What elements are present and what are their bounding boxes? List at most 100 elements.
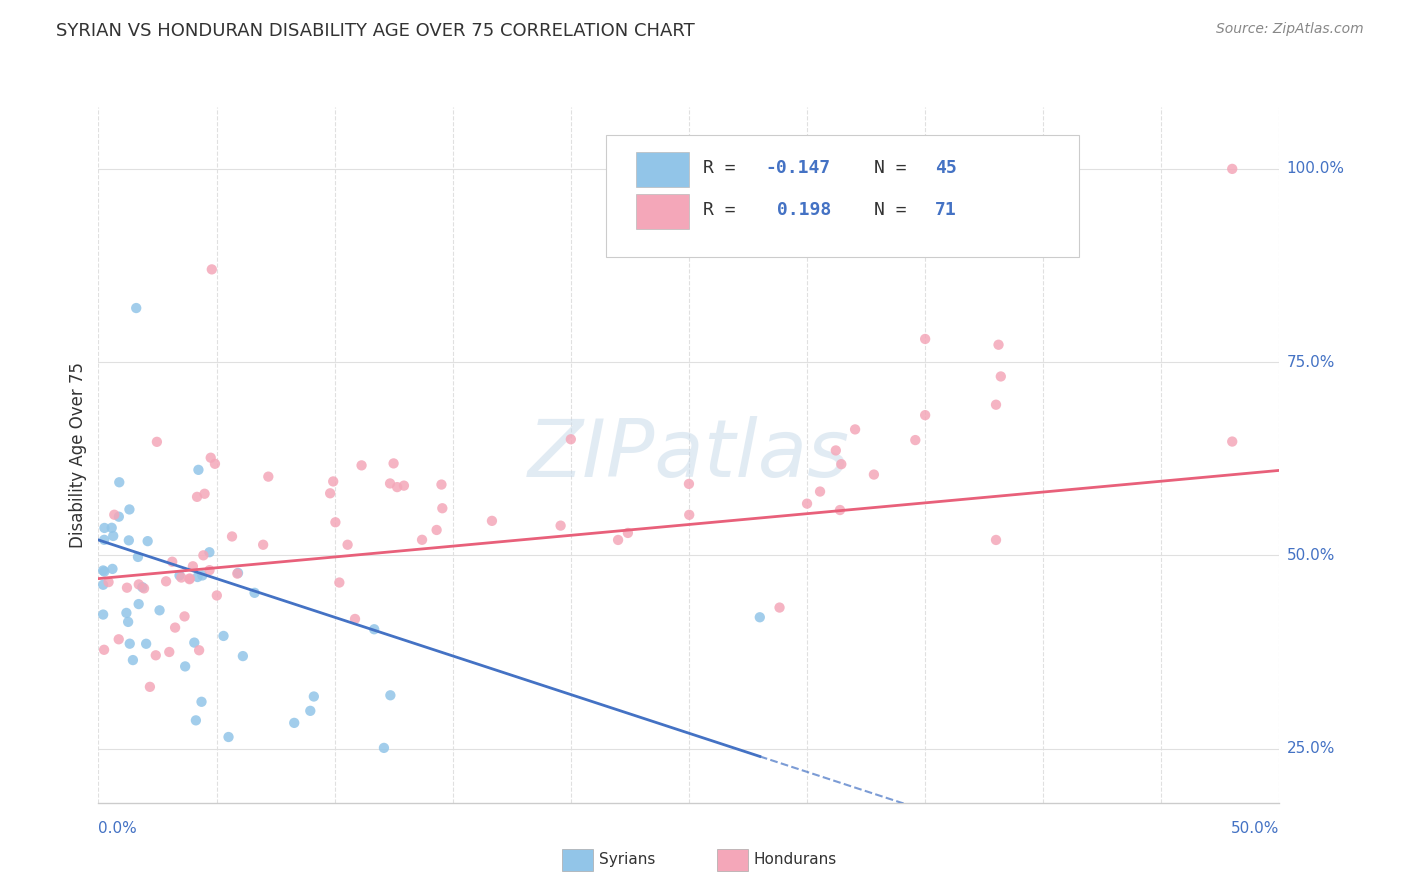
Point — [93, 533, 115, 547]
Point — [135, 637, 157, 651]
Text: Syrians: Syrians — [599, 853, 655, 867]
Point — [115, 581, 138, 595]
Point — [186, 570, 208, 584]
Point — [481, 514, 503, 528]
Point — [987, 337, 1010, 351]
Point — [103, 508, 125, 522]
Text: Source: ZipAtlas.com: Source: ZipAtlas.com — [1216, 22, 1364, 37]
Point — [170, 570, 193, 584]
Point — [103, 529, 125, 543]
Point — [221, 529, 243, 543]
Point — [201, 262, 224, 277]
Point — [148, 603, 170, 617]
Point — [322, 475, 344, 489]
Point — [232, 649, 254, 664]
Point — [914, 408, 936, 422]
Point — [363, 622, 385, 636]
Point — [828, 503, 851, 517]
Text: 71: 71 — [935, 201, 956, 219]
Point — [146, 434, 169, 449]
Point — [257, 469, 280, 483]
Point — [243, 586, 266, 600]
Point — [830, 457, 852, 471]
Text: SYRIAN VS HONDURAN DISABILITY AGE OVER 75 CORRELATION CHART: SYRIAN VS HONDURAN DISABILITY AGE OVER 7… — [56, 22, 695, 40]
Point — [108, 475, 131, 490]
Text: 50.0%: 50.0% — [1286, 548, 1334, 563]
Point — [678, 508, 700, 522]
Point — [768, 600, 790, 615]
FancyBboxPatch shape — [636, 153, 689, 187]
Point — [200, 450, 222, 465]
Point — [302, 690, 325, 704]
Text: -0.147: -0.147 — [766, 160, 831, 178]
Text: 0.198: 0.198 — [766, 201, 831, 219]
Point — [392, 478, 415, 492]
Point — [226, 566, 249, 580]
Point — [93, 565, 115, 579]
Point — [118, 533, 141, 548]
Point — [157, 645, 180, 659]
Text: 25.0%: 25.0% — [1286, 741, 1334, 756]
Point — [252, 538, 274, 552]
Point — [190, 695, 212, 709]
Point — [617, 525, 640, 540]
Point — [550, 518, 572, 533]
Point — [748, 610, 770, 624]
Point — [183, 635, 205, 649]
Point — [179, 572, 201, 586]
Point — [115, 606, 138, 620]
Point — [136, 534, 159, 549]
Point — [145, 648, 167, 663]
Point — [205, 589, 228, 603]
Point — [1220, 161, 1243, 176]
FancyBboxPatch shape — [636, 194, 689, 229]
Text: N =: N = — [875, 201, 918, 219]
Point — [430, 477, 453, 491]
Point — [325, 516, 347, 530]
Point — [299, 704, 322, 718]
Point — [188, 643, 211, 657]
Text: R =: R = — [703, 201, 747, 219]
Point — [204, 457, 226, 471]
Point — [91, 578, 114, 592]
FancyBboxPatch shape — [606, 135, 1078, 257]
Point — [125, 301, 148, 315]
Point — [186, 490, 208, 504]
Point — [824, 443, 846, 458]
Point — [100, 521, 122, 535]
Point — [93, 642, 115, 657]
Point — [808, 484, 831, 499]
Point — [863, 467, 886, 482]
Point — [212, 629, 235, 643]
Text: R =: R = — [703, 160, 747, 178]
Point — [118, 502, 141, 516]
Point — [118, 637, 141, 651]
Point — [101, 562, 124, 576]
Point — [165, 621, 187, 635]
Point — [179, 571, 201, 585]
Point — [914, 332, 936, 346]
Point — [191, 568, 214, 582]
Point — [411, 533, 433, 547]
Point — [984, 533, 1007, 547]
Point — [378, 476, 401, 491]
Point — [122, 653, 145, 667]
Point — [131, 580, 153, 594]
Point — [181, 559, 204, 574]
Point — [218, 730, 240, 744]
Text: Hondurans: Hondurans — [754, 853, 837, 867]
Point — [380, 688, 402, 702]
Point — [155, 574, 177, 589]
Point — [382, 457, 405, 471]
Point — [93, 521, 115, 535]
Point — [343, 612, 366, 626]
Point — [173, 609, 195, 624]
Point — [283, 715, 305, 730]
Point — [796, 497, 818, 511]
Point — [984, 398, 1007, 412]
Point — [107, 632, 129, 647]
Point — [844, 422, 866, 436]
Text: 100.0%: 100.0% — [1286, 161, 1344, 177]
Point — [174, 659, 197, 673]
Point — [226, 566, 249, 581]
